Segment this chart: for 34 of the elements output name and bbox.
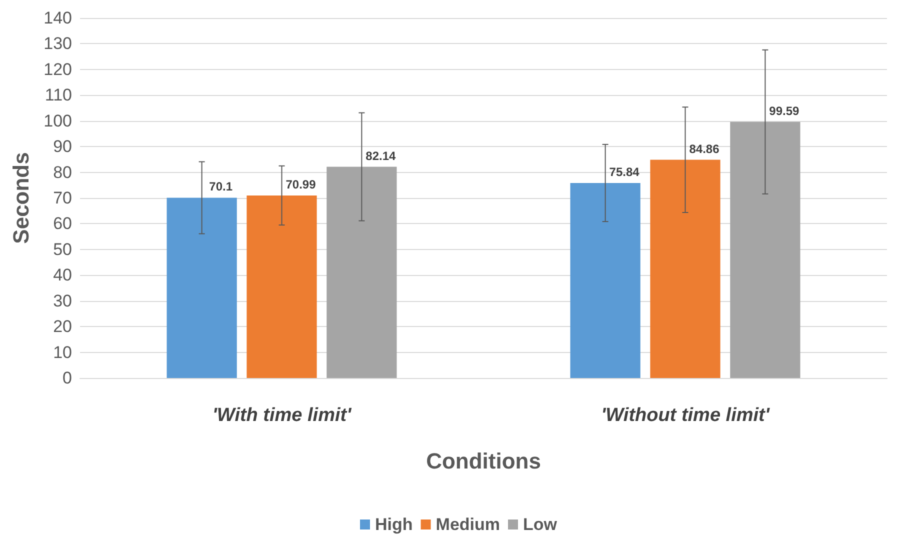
y-tick-label: 10 [53, 342, 72, 362]
bar [326, 166, 397, 378]
legend-label: Low [523, 515, 558, 534]
y-tick-label: 50 [53, 240, 72, 259]
data-label: 75.84 [609, 164, 640, 179]
bar [166, 198, 237, 378]
x-tick-label: 'Without time limit' [601, 405, 771, 426]
x-tick-label: 'With time limit' [212, 405, 353, 426]
legend-label: Medium [436, 515, 500, 534]
y-axis-title: Seconds [8, 152, 34, 244]
y-tick-label: 60 [53, 214, 72, 234]
bar [730, 122, 800, 378]
bar [650, 160, 720, 378]
y-tick-label: 70 [53, 188, 72, 208]
y-tick-label: 30 [53, 291, 72, 310]
data-label: 70.1 [209, 180, 233, 194]
x-axis-title: Conditions [426, 448, 541, 474]
y-tick-label: 140 [44, 8, 72, 28]
data-label: 84.86 [689, 142, 720, 156]
y-tick-label: 120 [44, 60, 72, 79]
data-label: 99.59 [769, 104, 800, 118]
y-tick-label: 0 [62, 368, 72, 388]
y-tick-label: 20 [53, 317, 72, 336]
y-tick-label: 130 [44, 34, 72, 54]
y-tick-label: 100 [44, 111, 72, 130]
y-tick-label: 80 [53, 162, 72, 182]
bar [246, 195, 317, 378]
data-label: 82.14 [366, 148, 396, 163]
y-tick-label: 40 [53, 266, 72, 285]
y-tick-label: 110 [44, 86, 72, 105]
legend-label: High [375, 515, 413, 534]
data-label: 70.99 [286, 177, 316, 192]
y-tick-label: 90 [53, 137, 72, 156]
bar [570, 182, 640, 378]
